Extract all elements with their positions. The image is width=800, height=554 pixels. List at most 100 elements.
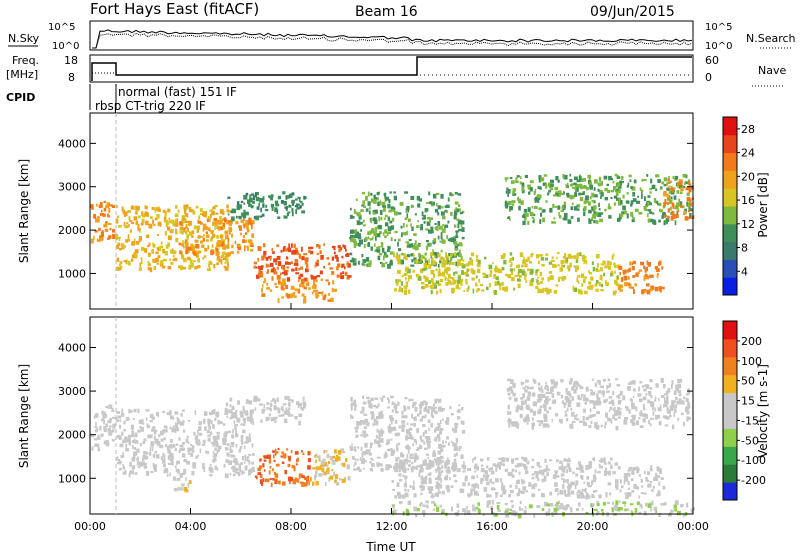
- echo-cell: [661, 266, 664, 270]
- echo-cell: [169, 426, 172, 430]
- echo-cell: [573, 380, 578, 385]
- echo-cell: [197, 250, 202, 254]
- echo-cell: [592, 213, 596, 218]
- echo-cell: [408, 218, 411, 223]
- echo-cell: [557, 500, 560, 504]
- echo-cell: [603, 462, 607, 465]
- echo-cell: [497, 509, 501, 512]
- echo-cell: [633, 416, 636, 422]
- echo-cell: [256, 206, 260, 210]
- echo-cell: [297, 403, 300, 408]
- echo-cell: [166, 445, 169, 451]
- echo-cell: [487, 456, 490, 461]
- echo-cell: [673, 504, 677, 509]
- echo-cell: [660, 502, 665, 506]
- echo-cell: [230, 251, 234, 255]
- echo-cell: [216, 255, 220, 259]
- echo-cell: [137, 429, 141, 433]
- echo-cell: [510, 271, 514, 276]
- echo-cell: [552, 194, 557, 197]
- echo-cell: [458, 447, 461, 452]
- echo-cell: [456, 469, 459, 473]
- xtick-label: 12:00: [376, 520, 408, 533]
- echo-cell: [286, 277, 291, 282]
- echo-cell: [548, 189, 552, 193]
- noise-tick-left-high: 10^5: [48, 22, 75, 33]
- echo-cell: [463, 290, 465, 292]
- echo-cell: [319, 464, 323, 467]
- echo-cell: [438, 268, 441, 272]
- echo-cell: [217, 244, 220, 247]
- echo-cell: [615, 282, 619, 286]
- echo-cell: [686, 192, 690, 196]
- echo-cell: [631, 406, 635, 410]
- echo-cell: [261, 287, 263, 293]
- echo-cell: [308, 287, 311, 290]
- echo-cell: [465, 271, 468, 275]
- echo-cell: [450, 485, 454, 488]
- echo-cell: [640, 479, 643, 483]
- colorbar-swatch: [723, 170, 737, 189]
- echo-cell: [159, 245, 164, 249]
- echo-cell: [501, 282, 504, 286]
- echo-cell: [381, 262, 386, 268]
- echo-cell: [437, 466, 440, 472]
- echo-cell: [626, 472, 631, 477]
- echo-cell: [423, 266, 427, 269]
- echo-cell: [185, 229, 188, 235]
- echo-cell: [546, 424, 550, 428]
- echo-cell: [182, 447, 185, 451]
- echo-cell: [326, 453, 330, 459]
- echo-cell: [379, 411, 383, 415]
- echo-cell: [265, 478, 270, 483]
- echo-cell: [356, 420, 359, 425]
- echo-cell: [531, 277, 534, 282]
- echo-cell: [318, 457, 321, 462]
- echo-cell: [318, 244, 321, 249]
- echo-cell: [206, 218, 209, 223]
- echo-cell: [233, 414, 237, 418]
- echo-cell: [445, 485, 450, 490]
- echo-cell: [385, 442, 389, 446]
- echo-cell: [332, 455, 336, 459]
- echo-cell: [591, 494, 595, 498]
- echo-cell: [219, 421, 223, 425]
- echo-cell: [505, 273, 508, 277]
- echo-cell: [370, 416, 374, 420]
- echo-cell: [369, 460, 372, 464]
- echo-cell: [633, 289, 635, 294]
- echo-cell: [187, 482, 190, 488]
- echo-cell: [234, 433, 239, 438]
- echo-cell: [466, 288, 469, 292]
- echo-cell: [257, 257, 260, 262]
- echo-cell: [411, 413, 413, 419]
- echo-cell: [551, 393, 555, 398]
- echo-cell: [350, 216, 355, 219]
- echo-cell: [103, 440, 106, 445]
- echo-cell: [461, 464, 465, 468]
- echo-cell: [505, 513, 510, 518]
- echo-cell: [226, 452, 230, 456]
- echo-cell: [444, 276, 447, 281]
- echo-cell: [461, 407, 464, 411]
- echo-cell: [287, 194, 290, 199]
- echo-cell: [576, 492, 578, 496]
- echo-cell: [583, 276, 587, 279]
- echo-cell: [299, 198, 301, 202]
- echo-cell: [205, 226, 209, 230]
- echo-cell: [652, 219, 655, 224]
- echo-cell: [303, 295, 307, 300]
- echo-cell: [301, 293, 305, 297]
- echo-cell: [197, 439, 201, 442]
- echo-cell: [434, 436, 438, 439]
- echo-cell: [102, 414, 106, 419]
- echo-cell: [463, 465, 467, 470]
- echo-cell: [403, 405, 407, 410]
- echo-cell: [423, 407, 427, 412]
- echo-cell: [215, 440, 218, 443]
- echo-cell: [141, 461, 145, 466]
- colorbar-swatch: [723, 223, 737, 243]
- echo-cell: [395, 212, 398, 215]
- echo-cell: [118, 459, 121, 464]
- echo-cell: [659, 404, 662, 410]
